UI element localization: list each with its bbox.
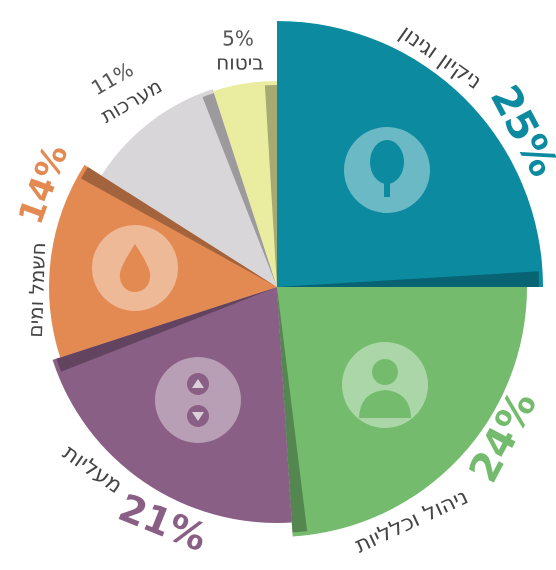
slice bbox=[213, 81, 277, 287]
slice-edge bbox=[56, 287, 277, 372]
slice bbox=[277, 21, 543, 287]
slice bbox=[101, 89, 277, 288]
slice bbox=[49, 164, 277, 358]
slices bbox=[49, 21, 543, 537]
icon-elevator bbox=[155, 357, 241, 443]
slice-edge bbox=[264, 85, 277, 287]
slice-edge bbox=[277, 287, 308, 533]
category-label: ביטוח bbox=[216, 51, 264, 75]
slice-edge bbox=[202, 92, 277, 288]
slice-edge bbox=[81, 166, 277, 287]
icon-person bbox=[342, 342, 428, 428]
icon-drop bbox=[92, 225, 178, 311]
percent-label: 5% bbox=[222, 27, 254, 51]
category-label: חשמל ומים bbox=[23, 242, 50, 338]
slice-edge bbox=[277, 271, 539, 287]
icon-tree bbox=[344, 127, 430, 213]
